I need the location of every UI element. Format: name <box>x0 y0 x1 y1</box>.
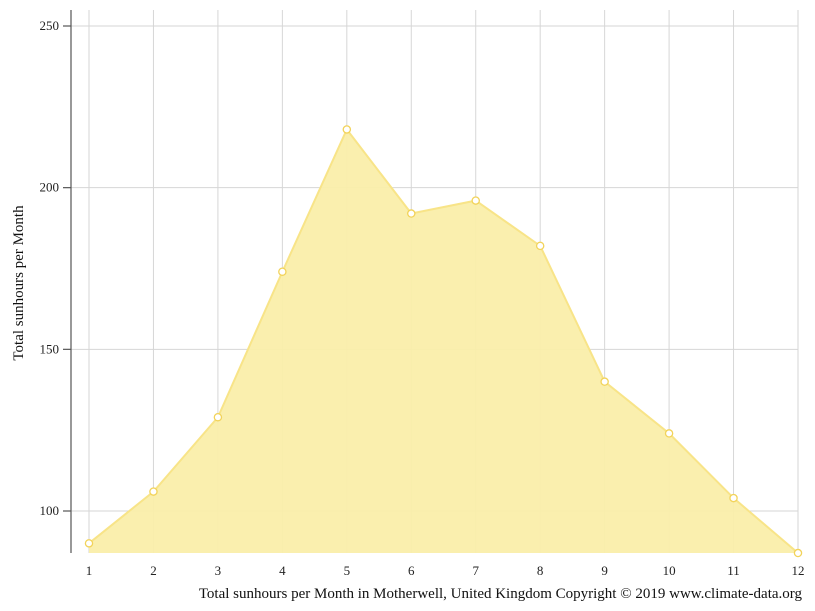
data-point-4 <box>278 267 287 276</box>
data-point-10 <box>664 429 674 438</box>
x-tick-label: 8 <box>537 563 544 578</box>
y-tick-marks <box>63 25 71 512</box>
data-point-9 <box>600 377 609 386</box>
x-tick-label: 12 <box>792 563 805 578</box>
y-tick-label: 100 <box>40 503 60 518</box>
x-tick-label: 2 <box>150 563 157 578</box>
x-tick-label: 1 <box>86 563 93 578</box>
data-point-12 <box>793 548 803 558</box>
x-tick-label: 10 <box>663 563 676 578</box>
data-point-1 <box>84 539 94 548</box>
x-tick-label: 3 <box>215 563 222 578</box>
chart-caption: Total sunhours per Month in Motherwell, … <box>199 586 803 602</box>
data-point-7 <box>471 196 480 205</box>
y-tick-label: 150 <box>40 341 60 356</box>
y-axis-title: Total sunhours per Month <box>11 205 27 361</box>
data-point-3 <box>213 412 223 422</box>
y-tick-label: 250 <box>40 18 60 33</box>
x-tick-label: 4 <box>279 563 286 578</box>
x-tick-label: 11 <box>727 563 740 578</box>
y-tick-label: 200 <box>40 180 60 195</box>
sunhours-line <box>88 127 799 554</box>
data-point-6 <box>407 209 416 218</box>
data-point-11 <box>729 493 738 503</box>
y-tick-labels: 100 150 200 250 <box>40 18 60 518</box>
data-point-8 <box>535 241 545 251</box>
sunhours-area <box>89 129 798 554</box>
x-tick-label: 7 <box>472 563 479 578</box>
x-tick-labels: 1 2 3 4 5 6 7 8 9 10 11 12 <box>86 563 805 578</box>
data-point-5 <box>342 125 352 134</box>
data-points <box>84 125 803 558</box>
x-tick-label: 6 <box>408 563 415 578</box>
data-point-2 <box>149 487 158 496</box>
x-tick-label: 9 <box>601 563 608 578</box>
x-tick-label: 5 <box>344 563 351 578</box>
